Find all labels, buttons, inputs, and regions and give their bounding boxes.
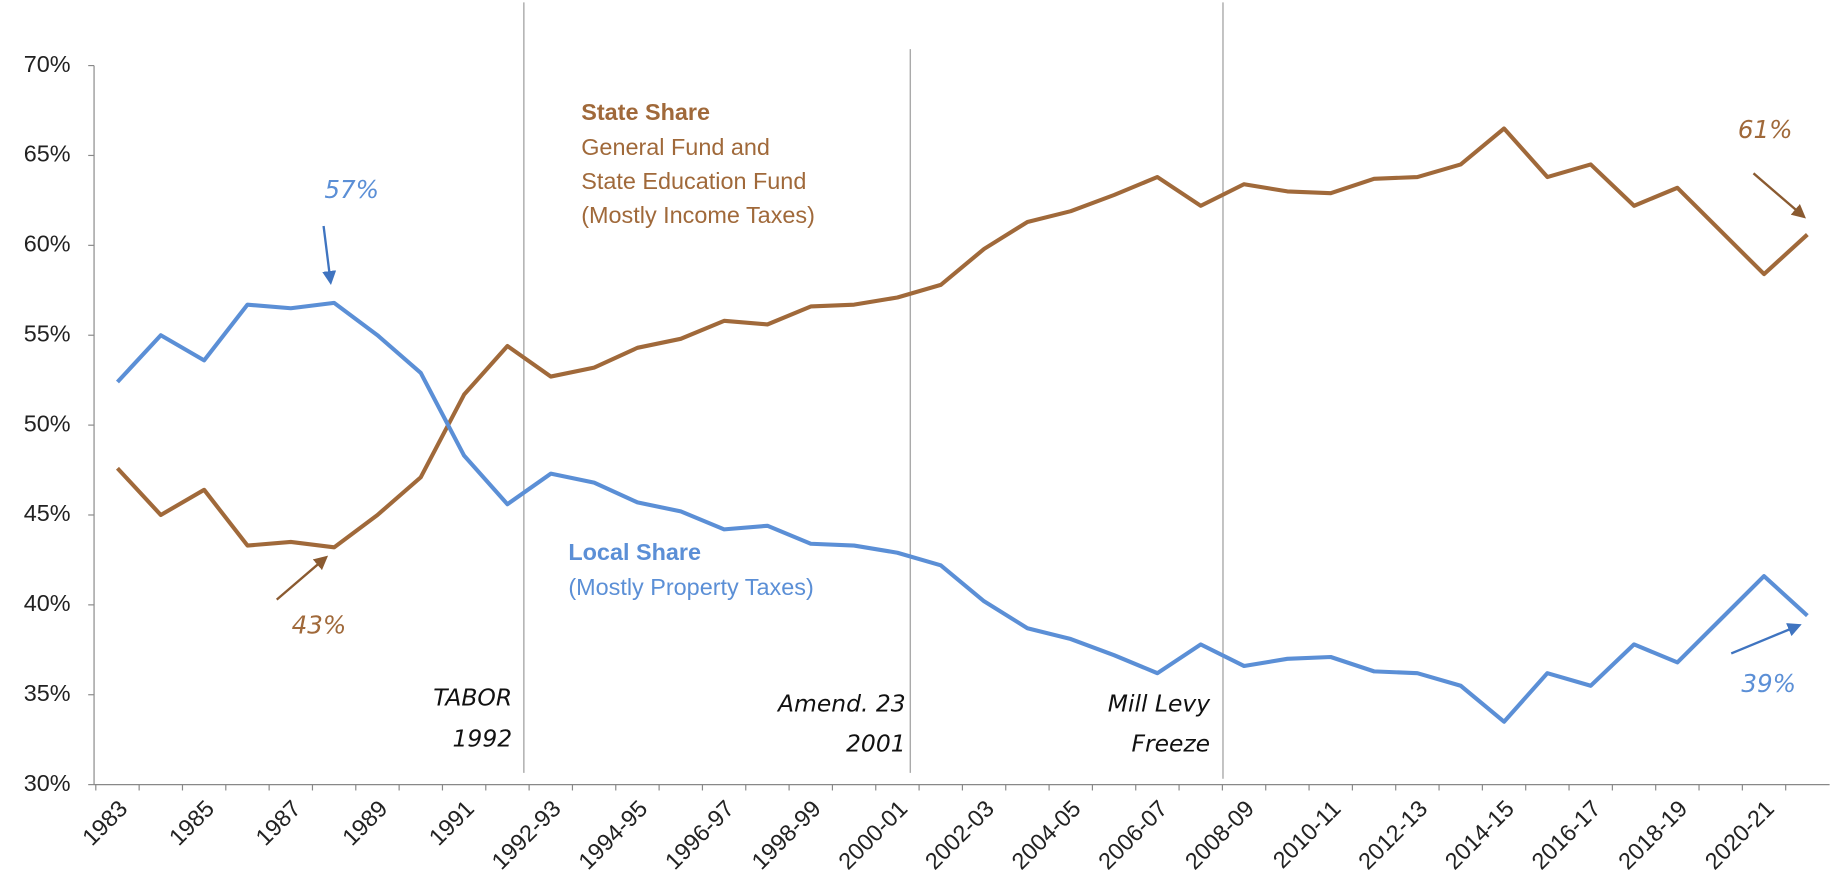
event-label: 1992	[453, 725, 513, 753]
arrow	[1730, 623, 1802, 655]
y-tick-label: 50%	[24, 410, 71, 436]
x-tick-label: 2020-21	[1700, 795, 1779, 874]
event-label: TABOR	[433, 684, 512, 712]
y-tick-label: 55%	[24, 320, 71, 346]
annotation: 57%	[324, 175, 379, 204]
x-tick-label: 1998-99	[747, 795, 826, 874]
x-tick-label: 2000-01	[833, 795, 912, 874]
x-tick-label: 1992-93	[487, 795, 566, 874]
x-tick-label: 2018-19	[1613, 795, 1692, 874]
x-tick-label: 1991	[424, 795, 479, 850]
annotation: State Education Fund	[581, 168, 806, 194]
x-tick-label: 2006-07	[1093, 795, 1172, 874]
x-tick-label: 2016-17	[1527, 795, 1606, 874]
series-label: State Share	[581, 99, 710, 125]
x-tick-label: 2014-15	[1440, 795, 1519, 874]
x-tick-label: 1983	[77, 795, 132, 850]
y-tick-label: 70%	[24, 51, 71, 77]
event-label: Amend. 23	[776, 689, 906, 717]
event-label: Mill Levy	[1108, 689, 1211, 717]
x-tick-label: 1989	[337, 795, 392, 850]
series-line	[115, 300, 1809, 724]
x-tick-label: 1994-95	[573, 795, 652, 874]
annotation: (Mostly Income Taxes)	[581, 202, 815, 228]
y-tick-label: 60%	[24, 231, 71, 257]
annotation: 61%	[1738, 115, 1793, 144]
annotation: 43%	[292, 611, 347, 640]
x-tick-label: 2004-05	[1007, 795, 1086, 874]
series-label: Local Share	[568, 539, 701, 565]
x-tick-label: 2010-11	[1268, 795, 1346, 873]
annotation: General Fund and	[581, 134, 770, 160]
series-line	[115, 126, 1809, 550]
y-tick-label: 30%	[24, 770, 71, 796]
x-tick-label: 1985	[164, 795, 219, 850]
arrow	[322, 225, 337, 286]
annotation: (Mostly Property Taxes)	[568, 574, 813, 600]
y-tick-label: 35%	[24, 680, 71, 706]
annotation: 39%	[1741, 669, 1796, 698]
arrow	[275, 555, 329, 601]
event-label: Freeze	[1132, 729, 1211, 757]
y-tick-label: 45%	[24, 500, 71, 526]
y-tick-label: 40%	[24, 590, 71, 616]
y-tick-label: 65%	[24, 141, 71, 167]
x-tick-label: 2008-09	[1180, 795, 1259, 874]
x-tick-label: 2002-03	[920, 795, 999, 874]
x-tick-label: 1996-97	[660, 795, 739, 874]
x-tick-label: 1987	[251, 795, 306, 850]
arrow	[1752, 172, 1806, 219]
event-label: 2001	[846, 729, 906, 757]
x-tick-label: 2012-13	[1353, 795, 1432, 874]
